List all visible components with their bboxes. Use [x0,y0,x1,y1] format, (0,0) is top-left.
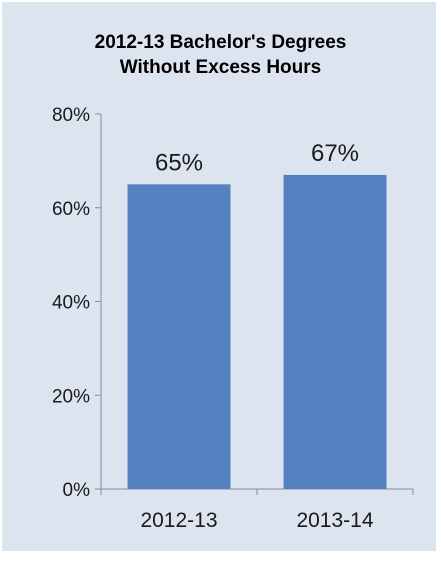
y-tick-label: 0% [63,480,91,501]
y-tick-label: 60% [52,199,90,220]
bar-value-label: 65% [155,149,203,176]
chart-title-line-2: Without Excess Hours [119,57,322,78]
y-tick-label: 80% [52,105,90,126]
y-tick-label: 40% [52,293,90,314]
y-tick-label: 20% [52,386,90,407]
bar [127,184,231,489]
bar [283,174,387,489]
x-category-label: 2012-13 [140,509,217,532]
x-category-label: 2013-14 [296,509,373,532]
bar-value-label: 67% [311,140,359,167]
chart-title-line-1: 2012-13 Bachelor's Degrees [94,32,347,53]
